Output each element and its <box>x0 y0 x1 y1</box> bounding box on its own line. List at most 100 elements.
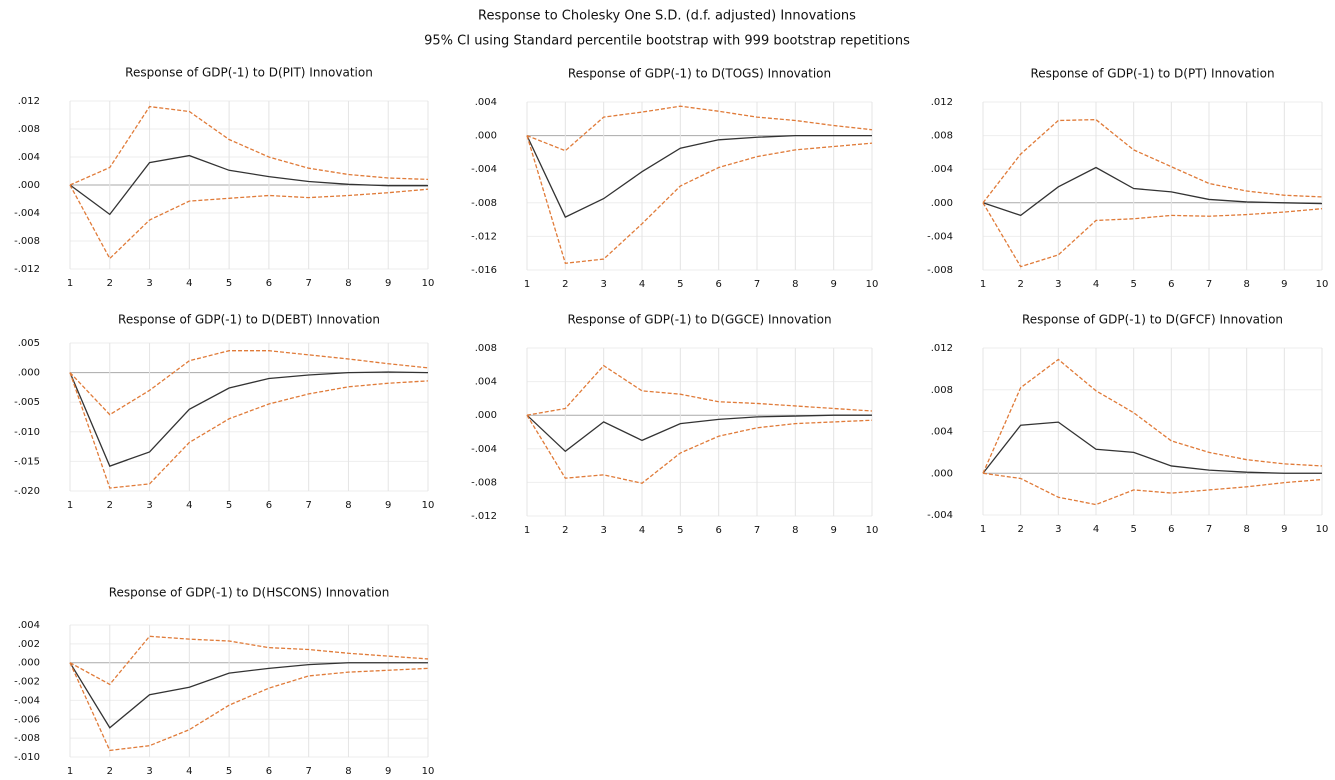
x-tick-label: 8 <box>792 525 798 536</box>
y-tick-label: -.008 <box>471 477 497 488</box>
x-tick-label: 9 <box>385 766 391 777</box>
x-tick-label: 9 <box>385 278 391 289</box>
x-tick-label: 9 <box>1281 524 1287 535</box>
response-line <box>69 371 429 467</box>
ci-line <box>526 105 873 152</box>
x-tick-label: 1 <box>524 525 530 536</box>
ci-line <box>526 135 873 264</box>
y-tick-label: -.004 <box>927 231 953 242</box>
x-tick-label: 4 <box>1093 524 1099 535</box>
y-tick-label: -.004 <box>14 695 40 706</box>
ci-line <box>69 372 429 489</box>
y-tick-label: .004 <box>931 164 953 175</box>
y-tick-label: -.008 <box>14 236 40 247</box>
x-tick-label: 6 <box>266 278 272 289</box>
panel-title: Response of GDP(-1) to D(TOGS) Innovatio… <box>568 67 831 81</box>
x-tick-label: 2 <box>107 500 113 511</box>
x-tick-label: 5 <box>677 279 683 290</box>
ci-line <box>69 350 429 416</box>
x-tick-label: 9 <box>1281 279 1287 290</box>
x-tick-label: 7 <box>754 279 760 290</box>
ci-line <box>982 202 1323 268</box>
ci-line <box>69 635 429 686</box>
x-tick-label: 4 <box>639 525 645 536</box>
y-tick-label: .000 <box>18 368 40 379</box>
y-tick-label: .000 <box>18 658 40 669</box>
x-tick-label: 8 <box>345 766 351 777</box>
y-tick-label: .012 <box>931 343 953 354</box>
panel-title: Response of GDP(-1) to D(DEBT) Innovatio… <box>118 313 380 327</box>
x-tick-label: 2 <box>562 279 568 290</box>
response-line <box>69 662 428 729</box>
y-tick-label: -.004 <box>927 510 953 521</box>
x-tick-label: 7 <box>305 500 311 511</box>
x-tick-label: 7 <box>305 278 311 289</box>
x-tick-label: 5 <box>677 525 683 536</box>
x-tick-label: 3 <box>600 525 606 536</box>
panel-title: Response of GDP(-1) to D(PT) Innovation <box>1030 67 1274 81</box>
y-tick-label: .004 <box>475 97 497 108</box>
y-tick-label: -.012 <box>14 264 40 275</box>
y-tick-label: -.002 <box>14 677 40 688</box>
x-tick-label: 7 <box>1206 279 1212 290</box>
ci-line <box>526 364 873 416</box>
x-tick-label: 4 <box>1093 279 1099 290</box>
x-tick-label: 6 <box>1168 524 1174 535</box>
x-tick-label: 10 <box>866 525 879 536</box>
x-tick-label: 9 <box>830 279 836 290</box>
y-tick-label: -.005 <box>14 397 40 408</box>
y-tick-label: -.010 <box>14 752 40 763</box>
x-tick-label: 8 <box>1243 279 1249 290</box>
x-tick-label: 4 <box>186 766 192 777</box>
x-tick-label: 9 <box>385 500 391 511</box>
response-line <box>982 166 1323 217</box>
y-tick-label: .004 <box>18 620 40 631</box>
x-tick-label: 3 <box>1055 279 1061 290</box>
ci-line <box>982 118 1323 204</box>
x-tick-label: 2 <box>107 766 113 777</box>
y-tick-label: .008 <box>18 124 40 135</box>
x-tick-label: 8 <box>792 279 798 290</box>
x-tick-label: 6 <box>715 279 721 290</box>
x-tick-label: 4 <box>186 278 192 289</box>
y-tick-label: -.008 <box>14 733 40 744</box>
x-tick-label: 3 <box>600 279 606 290</box>
y-tick-label: .000 <box>475 410 497 421</box>
y-tick-label: -.004 <box>471 444 497 455</box>
x-tick-label: 1 <box>67 766 73 777</box>
x-tick-label: 5 <box>226 278 232 289</box>
x-tick-label: 1 <box>980 279 986 290</box>
x-tick-label: 8 <box>345 500 351 511</box>
y-tick-label: .008 <box>931 131 953 142</box>
x-tick-label: 5 <box>226 500 232 511</box>
x-tick-label: 4 <box>186 500 192 511</box>
y-tick-label: .008 <box>931 385 953 396</box>
x-tick-label: 3 <box>146 500 152 511</box>
x-tick-label: 8 <box>345 278 351 289</box>
x-tick-label: 7 <box>754 525 760 536</box>
figure-subtitle: 95% CI using Standard percentile bootstr… <box>424 34 910 49</box>
x-tick-label: 10 <box>422 278 435 289</box>
x-tick-label: 8 <box>1243 524 1249 535</box>
response-line <box>526 414 872 453</box>
x-tick-label: 2 <box>107 278 113 289</box>
y-tick-label: -.006 <box>14 714 40 725</box>
y-tick-label: -.010 <box>14 427 40 438</box>
x-tick-label: 5 <box>226 766 232 777</box>
y-tick-label: .012 <box>18 96 40 107</box>
y-tick-label: .000 <box>931 198 953 209</box>
ci-line <box>69 662 429 752</box>
y-tick-label: .000 <box>475 131 497 142</box>
x-tick-label: 1 <box>67 278 73 289</box>
x-tick-label: 4 <box>639 279 645 290</box>
y-tick-label: -.012 <box>471 231 497 242</box>
x-tick-label: 2 <box>562 525 568 536</box>
x-tick-label: 10 <box>422 500 435 511</box>
y-tick-label: -.004 <box>471 164 497 175</box>
ci-line <box>69 105 429 186</box>
y-tick-label: .005 <box>18 338 40 349</box>
y-tick-label: .000 <box>18 180 40 191</box>
x-tick-label: 7 <box>305 766 311 777</box>
response-line <box>69 154 428 216</box>
